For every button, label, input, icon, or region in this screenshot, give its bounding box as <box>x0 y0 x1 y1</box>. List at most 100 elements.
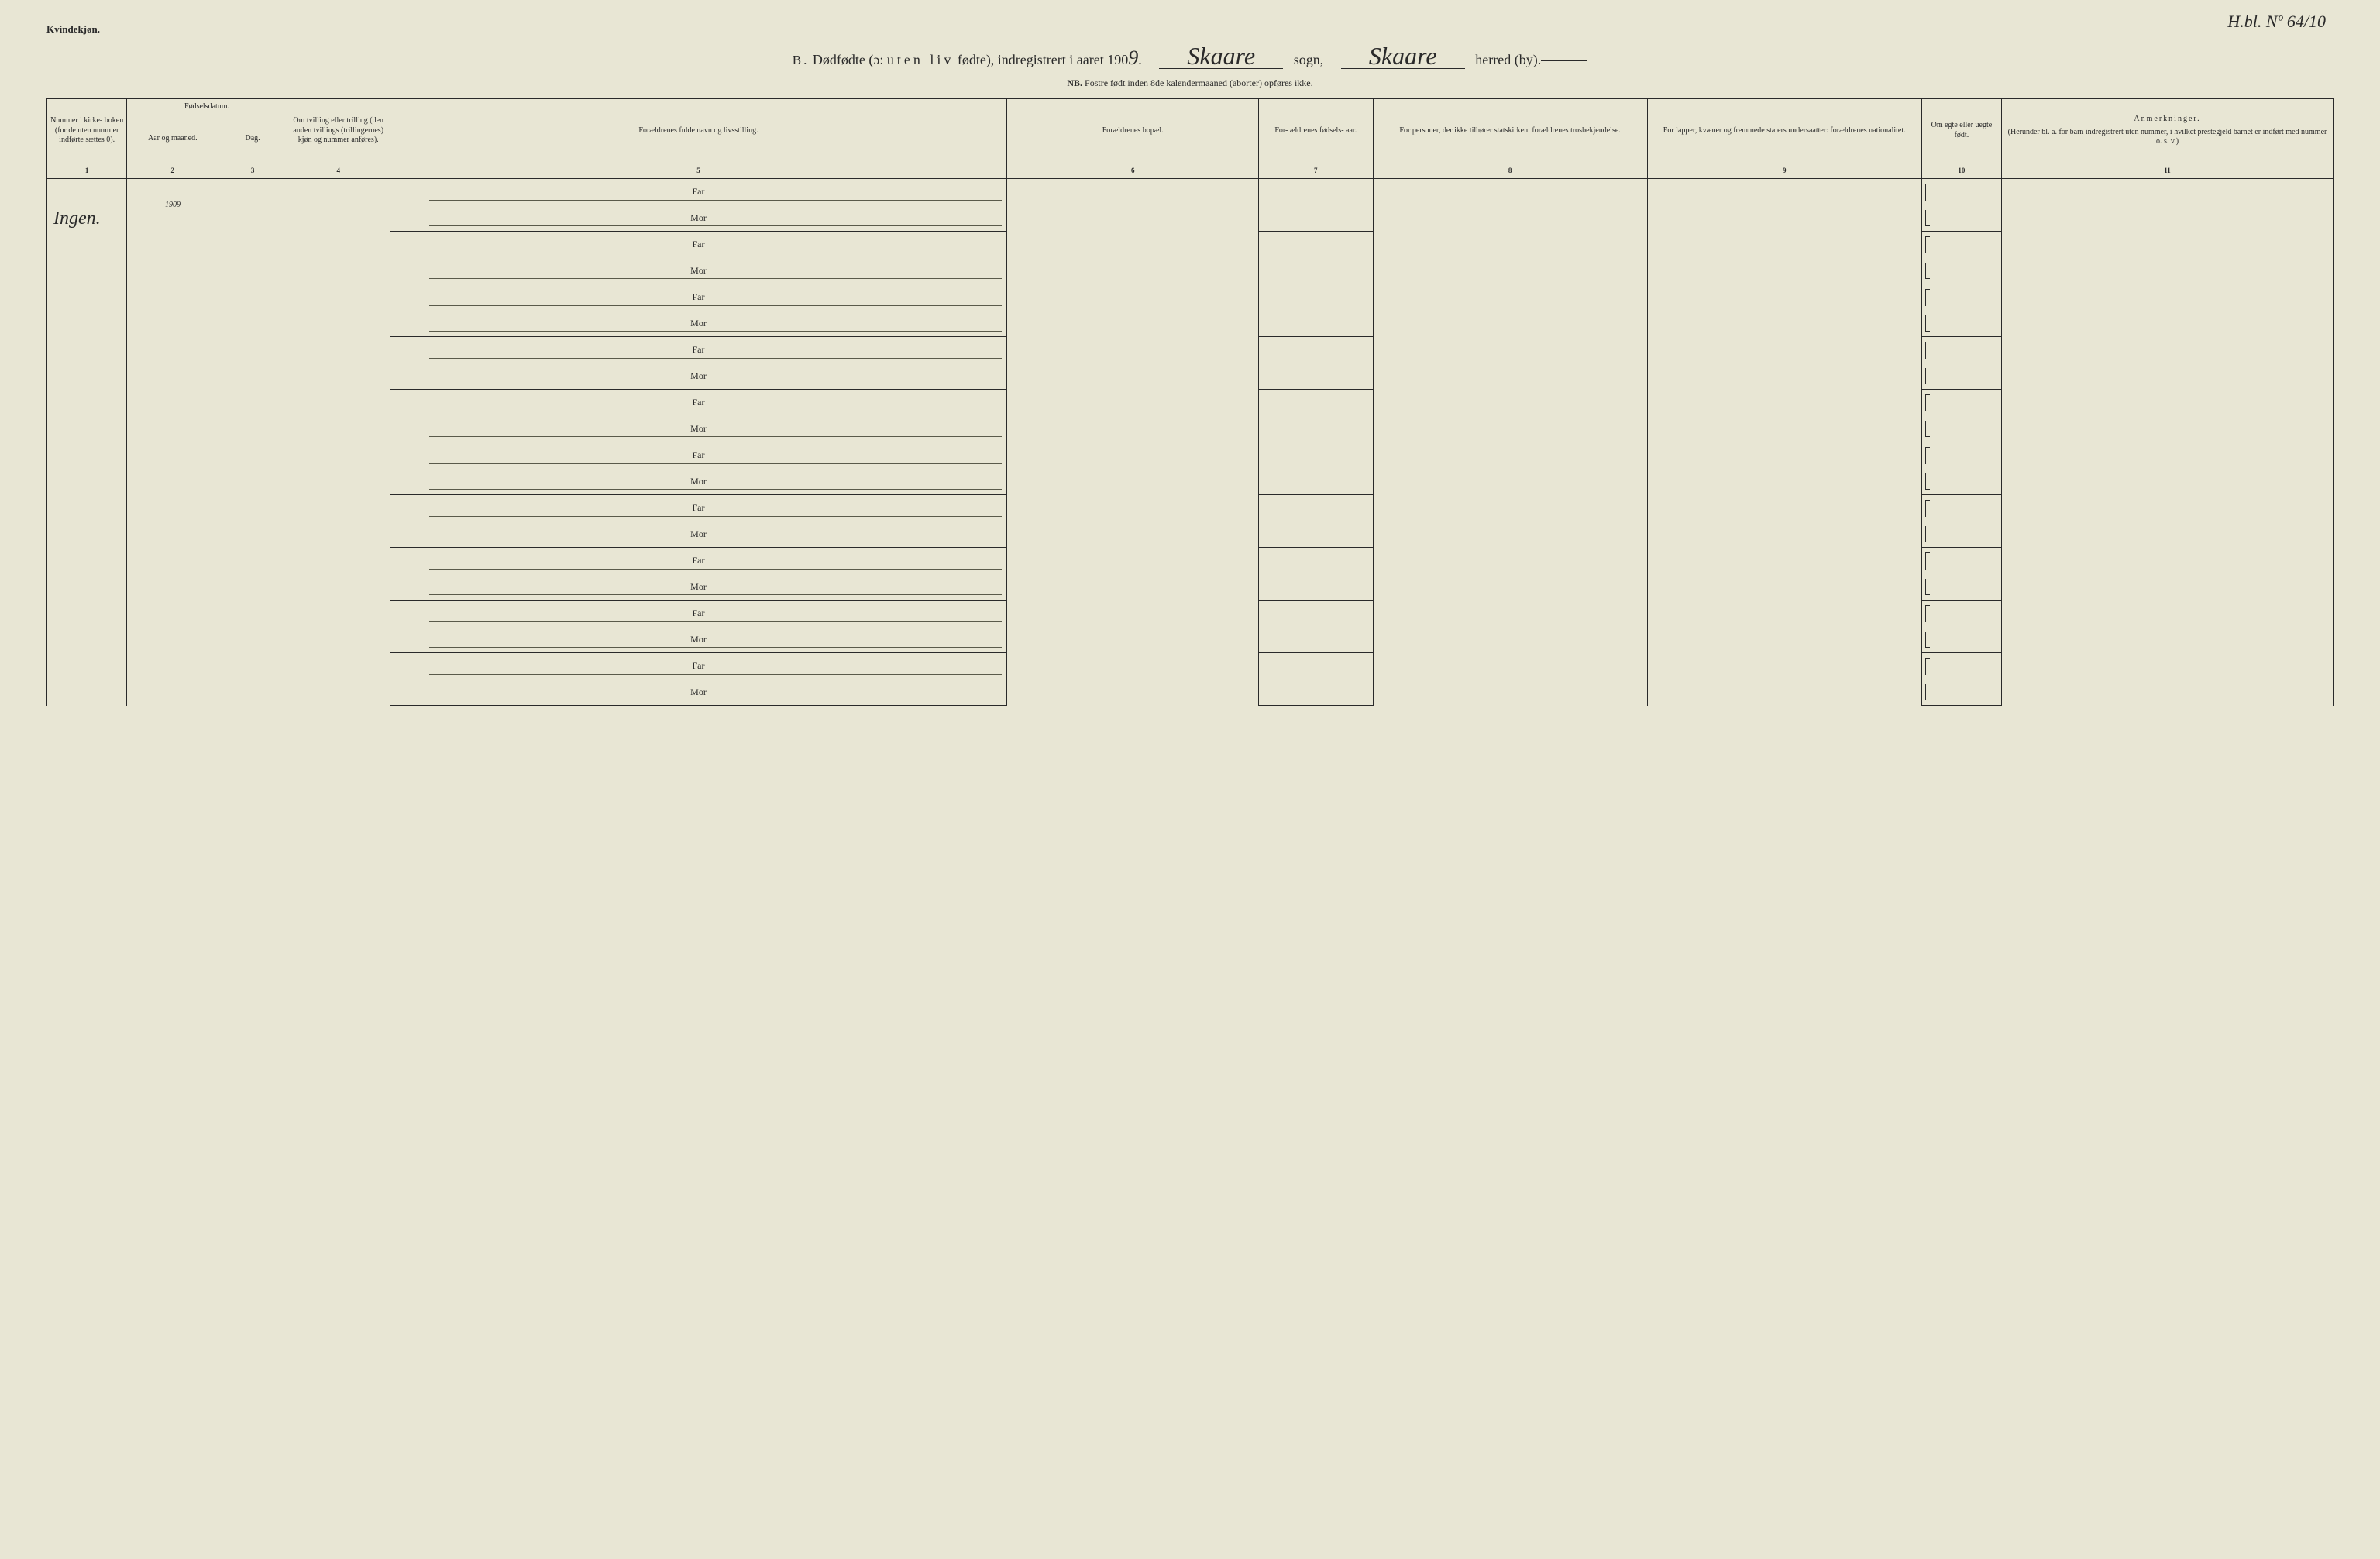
cell-col3 <box>218 337 287 390</box>
cell-col7-far <box>1259 548 1374 574</box>
cell-col10-mor <box>1921 311 2001 337</box>
cell-col5-far: Far <box>390 179 1007 205</box>
cell-col5-far: Far <box>390 337 1007 363</box>
title-text-2: fødte), indregistrert i aaret 190 <box>954 52 1128 67</box>
cell-col5-far: Far <box>390 601 1007 627</box>
bracket-icon <box>1925 394 1930 411</box>
parent-label-far: Far <box>693 186 705 197</box>
cell-col10-far <box>1921 337 2001 363</box>
cell-col7-far <box>1259 601 1374 627</box>
cell-col5-mor: Mor <box>390 258 1007 284</box>
parent-label-far: Far <box>693 397 705 408</box>
entry-underline <box>429 200 1003 201</box>
entry-underline <box>429 569 1003 570</box>
cell-col1 <box>47 653 127 706</box>
cell-col6 <box>1007 495 1259 548</box>
col-3-header: Dag. <box>218 115 287 163</box>
cell-col6 <box>1007 179 1259 232</box>
cell-col2 <box>127 442 218 495</box>
cell-col10-far <box>1921 548 2001 574</box>
cell-col5-mor: Mor <box>390 521 1007 548</box>
cell-col10-mor <box>1921 627 2001 653</box>
parent-label-far: Far <box>693 449 705 460</box>
cell-col8 <box>1373 548 1647 601</box>
title-text-1: Dødfødte (ɔ: <box>813 52 887 67</box>
cell-col8 <box>1373 179 1647 232</box>
entry-underline <box>429 647 1003 648</box>
cell-col6 <box>1007 284 1259 337</box>
cell-col7-far <box>1259 232 1374 258</box>
col-5-header: Forældrenes fulde navn og livsstilling. <box>390 98 1007 163</box>
cell-col11 <box>2002 337 2334 390</box>
parent-label-mor: Mor <box>690 581 707 592</box>
cell-col1 <box>47 337 127 390</box>
header-row-top: Nummer i kirke- boken (for de uten numme… <box>47 98 2334 115</box>
parent-label-mor: Mor <box>690 318 707 329</box>
hand-year: 1909 <box>165 201 181 209</box>
entry-underline <box>429 305 1003 306</box>
cell-col9 <box>1647 548 1921 601</box>
parent-label-far: Far <box>693 660 705 671</box>
parent-label-far: Far <box>693 555 705 566</box>
entry-underline <box>429 225 1003 226</box>
bracket-icon <box>1925 421 1930 438</box>
herred-struck: (by). <box>1515 52 1542 67</box>
parent-label-mor: Mor <box>690 476 707 487</box>
cell-col1 <box>47 601 127 653</box>
bracket-icon <box>1925 579 1930 596</box>
cell-col5-mor: Mor <box>390 574 1007 601</box>
bracket-icon <box>1925 289 1930 306</box>
cell-col11 <box>2002 284 2334 337</box>
entry-underline <box>429 516 1003 517</box>
sogn-handwritten: Skaare <box>1159 43 1283 69</box>
cell-col10-mor <box>1921 469 2001 495</box>
cell-col8 <box>1373 442 1647 495</box>
cell-col4 <box>287 284 390 337</box>
col-2-header: Aar og maaned. <box>127 115 218 163</box>
cell-col3 <box>218 548 287 601</box>
cell-col9 <box>1647 179 1921 232</box>
cell-col5-mor: Mor <box>390 363 1007 390</box>
bracket-icon <box>1925 342 1930 359</box>
table-row: Far <box>47 232 2334 258</box>
page-title: B. Dødfødte (ɔ: uten liv fødte), indregi… <box>46 42 2334 74</box>
cell-col6 <box>1007 653 1259 706</box>
cell-col5-far: Far <box>390 232 1007 258</box>
bracket-icon <box>1925 526 1930 543</box>
nb-text: Fostre født inden 8de kalendermaaned (ab… <box>1085 77 1313 88</box>
cell-col7-mor <box>1259 311 1374 337</box>
cell-col10-far <box>1921 653 2001 680</box>
cell-col7-mor <box>1259 627 1374 653</box>
cell-col6 <box>1007 232 1259 284</box>
cell-col10-mor <box>1921 205 2001 232</box>
bracket-icon <box>1925 447 1930 464</box>
col-11-header-sub: (Herunder bl. a. for barn indregistrert … <box>2004 128 2330 147</box>
bracket-icon <box>1925 552 1930 570</box>
cell-col5-mor: Mor <box>390 416 1007 442</box>
cell-col1: Ingen. <box>47 179 127 232</box>
parent-label-far: Far <box>693 502 705 513</box>
cell-col7-mor <box>1259 363 1374 390</box>
cell-col11 <box>2002 653 2334 706</box>
bracket-icon <box>1925 500 1930 517</box>
cell-col9 <box>1647 284 1921 337</box>
cell-col5-far: Far <box>390 653 1007 680</box>
cell-col1 <box>47 442 127 495</box>
col-1-header: Nummer i kirke- boken (for de uten numme… <box>47 98 127 163</box>
cell-col6 <box>1007 548 1259 601</box>
sub-note: NB. Fostre født inden 8de kalendermaaned… <box>46 77 2334 89</box>
bracket-icon <box>1925 684 1930 701</box>
cell-col8 <box>1373 390 1647 442</box>
cell-col5-mor: Mor <box>390 311 1007 337</box>
cell-col5-mor: Mor <box>390 205 1007 232</box>
col-num-3: 3 <box>218 163 287 179</box>
cell-col3 <box>218 390 287 442</box>
cell-col5-far: Far <box>390 548 1007 574</box>
bracket-icon <box>1925 210 1930 227</box>
col-8-header: For personer, der ikke tilhører statskir… <box>1373 98 1647 163</box>
entry-underline <box>429 594 1003 595</box>
col-num-5: 5 <box>390 163 1007 179</box>
cell-col7-mor <box>1259 205 1374 232</box>
cell-col10-far <box>1921 442 2001 469</box>
col-num-9: 9 <box>1647 163 1921 179</box>
